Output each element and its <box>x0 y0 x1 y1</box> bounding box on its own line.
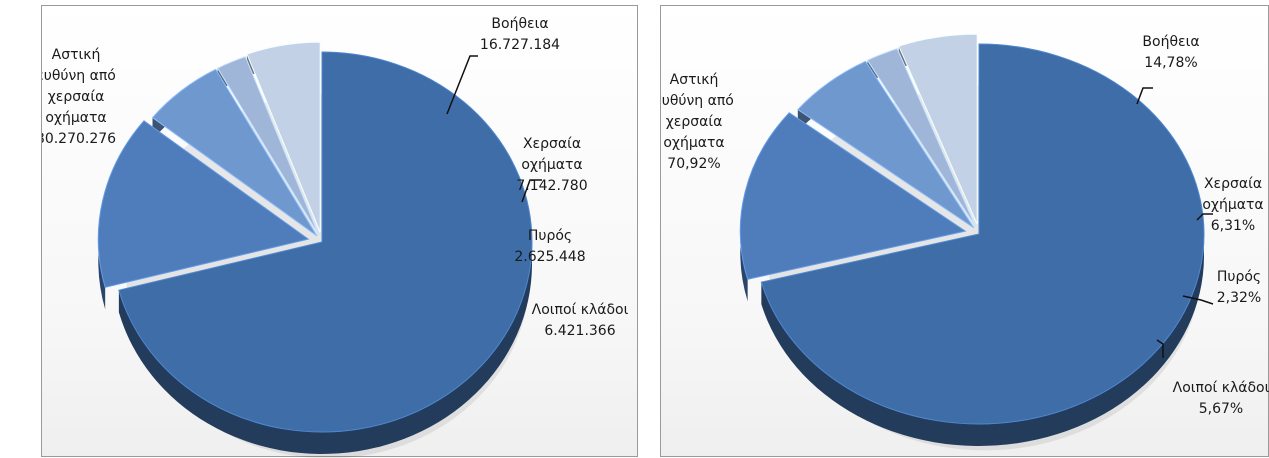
pie-slices <box>97 41 533 433</box>
slice-label-2: Βοήθεια 16.727.184 <box>480 16 560 53</box>
pie-slice-1 <box>760 43 1205 425</box>
leader-line-4 <box>1182 295 1214 305</box>
leader-line-5 <box>1156 339 1164 358</box>
slice-label-2: Βοήθεια 14,78% <box>1142 34 1199 71</box>
pie-chart-right-canvas: Αστική ευθύνη από χερσαία οχήματα 70,92% Βοήθ… <box>661 33 1269 451</box>
slice-label-1: Αστική ευθύνη από χερσαία οχήματα 80.270.276 <box>42 47 116 147</box>
pie-slice-2 <box>739 112 967 280</box>
pie-slice-2 <box>97 120 310 288</box>
pie-slice-1 <box>118 51 533 433</box>
slice-label-4: Πυρός 2,32% <box>1217 269 1261 306</box>
slice-label-3: Χερσαία οχήματα 6,31% <box>1202 176 1263 234</box>
leader-line-3 <box>521 179 542 203</box>
leader-line-2 <box>1136 87 1153 105</box>
slice-label-5: Λοιποί κλάδοι 6.421.366 <box>532 302 629 339</box>
pie-slice-3 <box>151 68 318 237</box>
leader-line-3 <box>1196 213 1213 221</box>
slice-label-3: Χερσαία οχήματα 7.142.780 <box>516 136 587 194</box>
pie-slice-4 <box>216 56 320 235</box>
slice-label-5: Λοιποί κλάδοι 5,67% <box>1173 380 1269 417</box>
leader-line-2 <box>446 55 478 115</box>
pie-slice-4 <box>866 48 977 227</box>
pie-slice-3 <box>797 60 975 229</box>
pie-labels: Αστική ευθύνη από χερσαία οχήματα 70,92% Βοήθ… <box>661 34 1269 417</box>
pie-slices <box>739 33 1205 425</box>
pie-chart-right: Αστική ευθύνη από χερσαία οχήματα 70,92% Βοήθ… <box>660 5 1269 457</box>
slice-label-1: Αστική ευθύνη από χερσαία οχήματα 70,92% <box>661 72 734 172</box>
pie-labels: Αστική ευθύνη από χερσαία οχήματα 80.270.276… <box>42 16 629 339</box>
slice-label-4: Πυρός 2.625.448 <box>514 228 585 265</box>
pie-slice-5 <box>898 33 978 225</box>
pie-chart-left-canvas: Αστική ευθύνη από χερσαία οχήματα 80.270.276… <box>42 16 629 458</box>
pie-slice-5 <box>246 41 321 233</box>
pie-chart-left: Αστική ευθύνη από χερσαία οχήματα 80.270.276… <box>41 5 638 458</box>
